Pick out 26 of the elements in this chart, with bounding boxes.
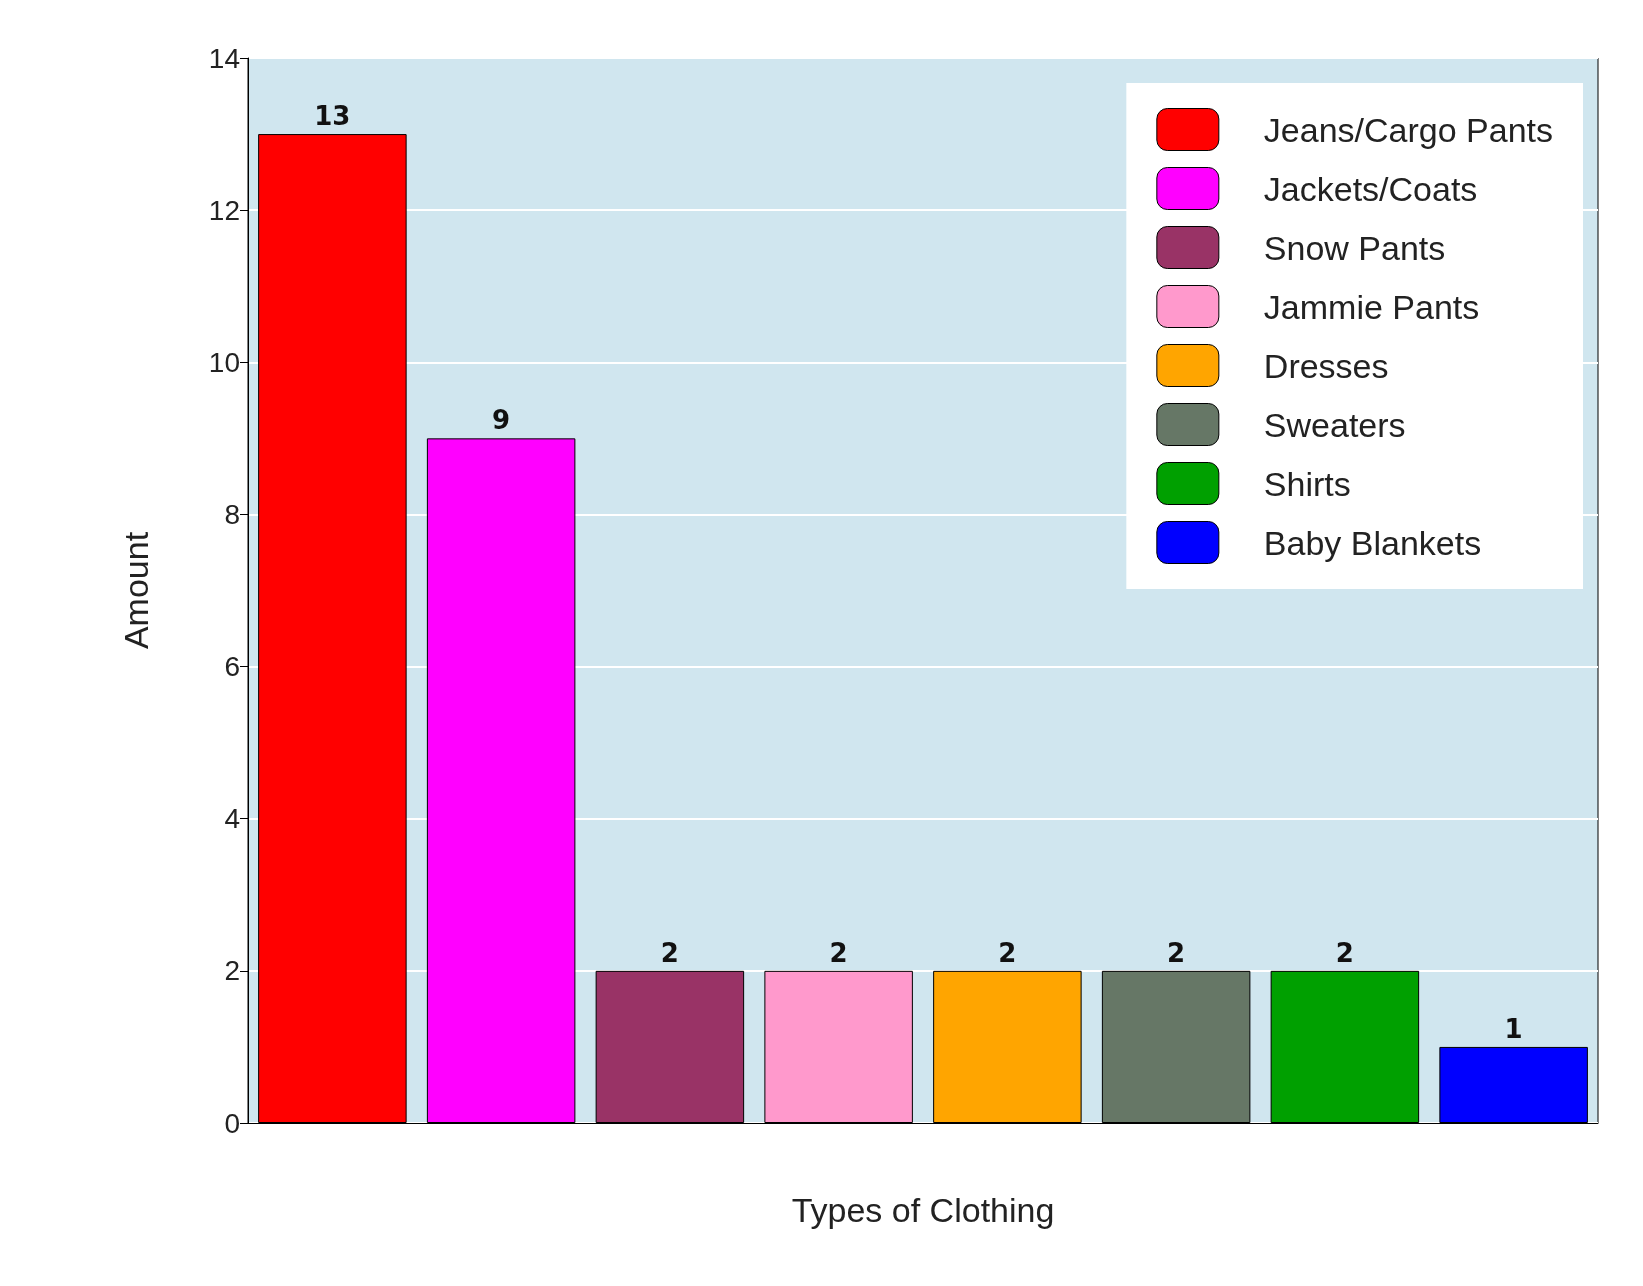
data-label: 2	[660, 937, 679, 968]
data-label: 2	[1167, 937, 1186, 968]
data-label: 9	[492, 405, 511, 436]
data-label: 13	[314, 101, 351, 132]
legend-label: Jammie Pants	[1263, 287, 1480, 326]
y-tick-label: 4	[224, 803, 240, 835]
data-label: 2	[829, 937, 848, 968]
legend-label: Shirts	[1263, 464, 1351, 503]
data-label: 1	[1504, 1013, 1523, 1044]
y-tick-label: 0	[224, 1107, 240, 1139]
legend-label: Dresses	[1263, 346, 1389, 385]
legend-label: Baby Blankets	[1263, 523, 1482, 562]
x-axis-title: Types of Clothing	[791, 1191, 1055, 1229]
legend-label: Jeans/Cargo Pants	[1263, 110, 1554, 149]
legend-label: Snow Pants	[1263, 228, 1446, 267]
data-label: 2	[998, 937, 1017, 968]
y-tick-label: 8	[224, 498, 240, 530]
legend-label: Sweaters	[1263, 405, 1406, 444]
y-tick-label: 14	[208, 42, 240, 74]
data-label: 2	[1335, 937, 1354, 968]
legend-label: Jackets/Coats	[1263, 169, 1478, 208]
y-axis-title: Amount	[117, 531, 155, 650]
y-tick-label: 12	[208, 194, 240, 226]
y-tick-label: 6	[224, 651, 240, 683]
y-tick-label: 10	[208, 346, 240, 378]
y-tick-label: 2	[224, 955, 240, 987]
